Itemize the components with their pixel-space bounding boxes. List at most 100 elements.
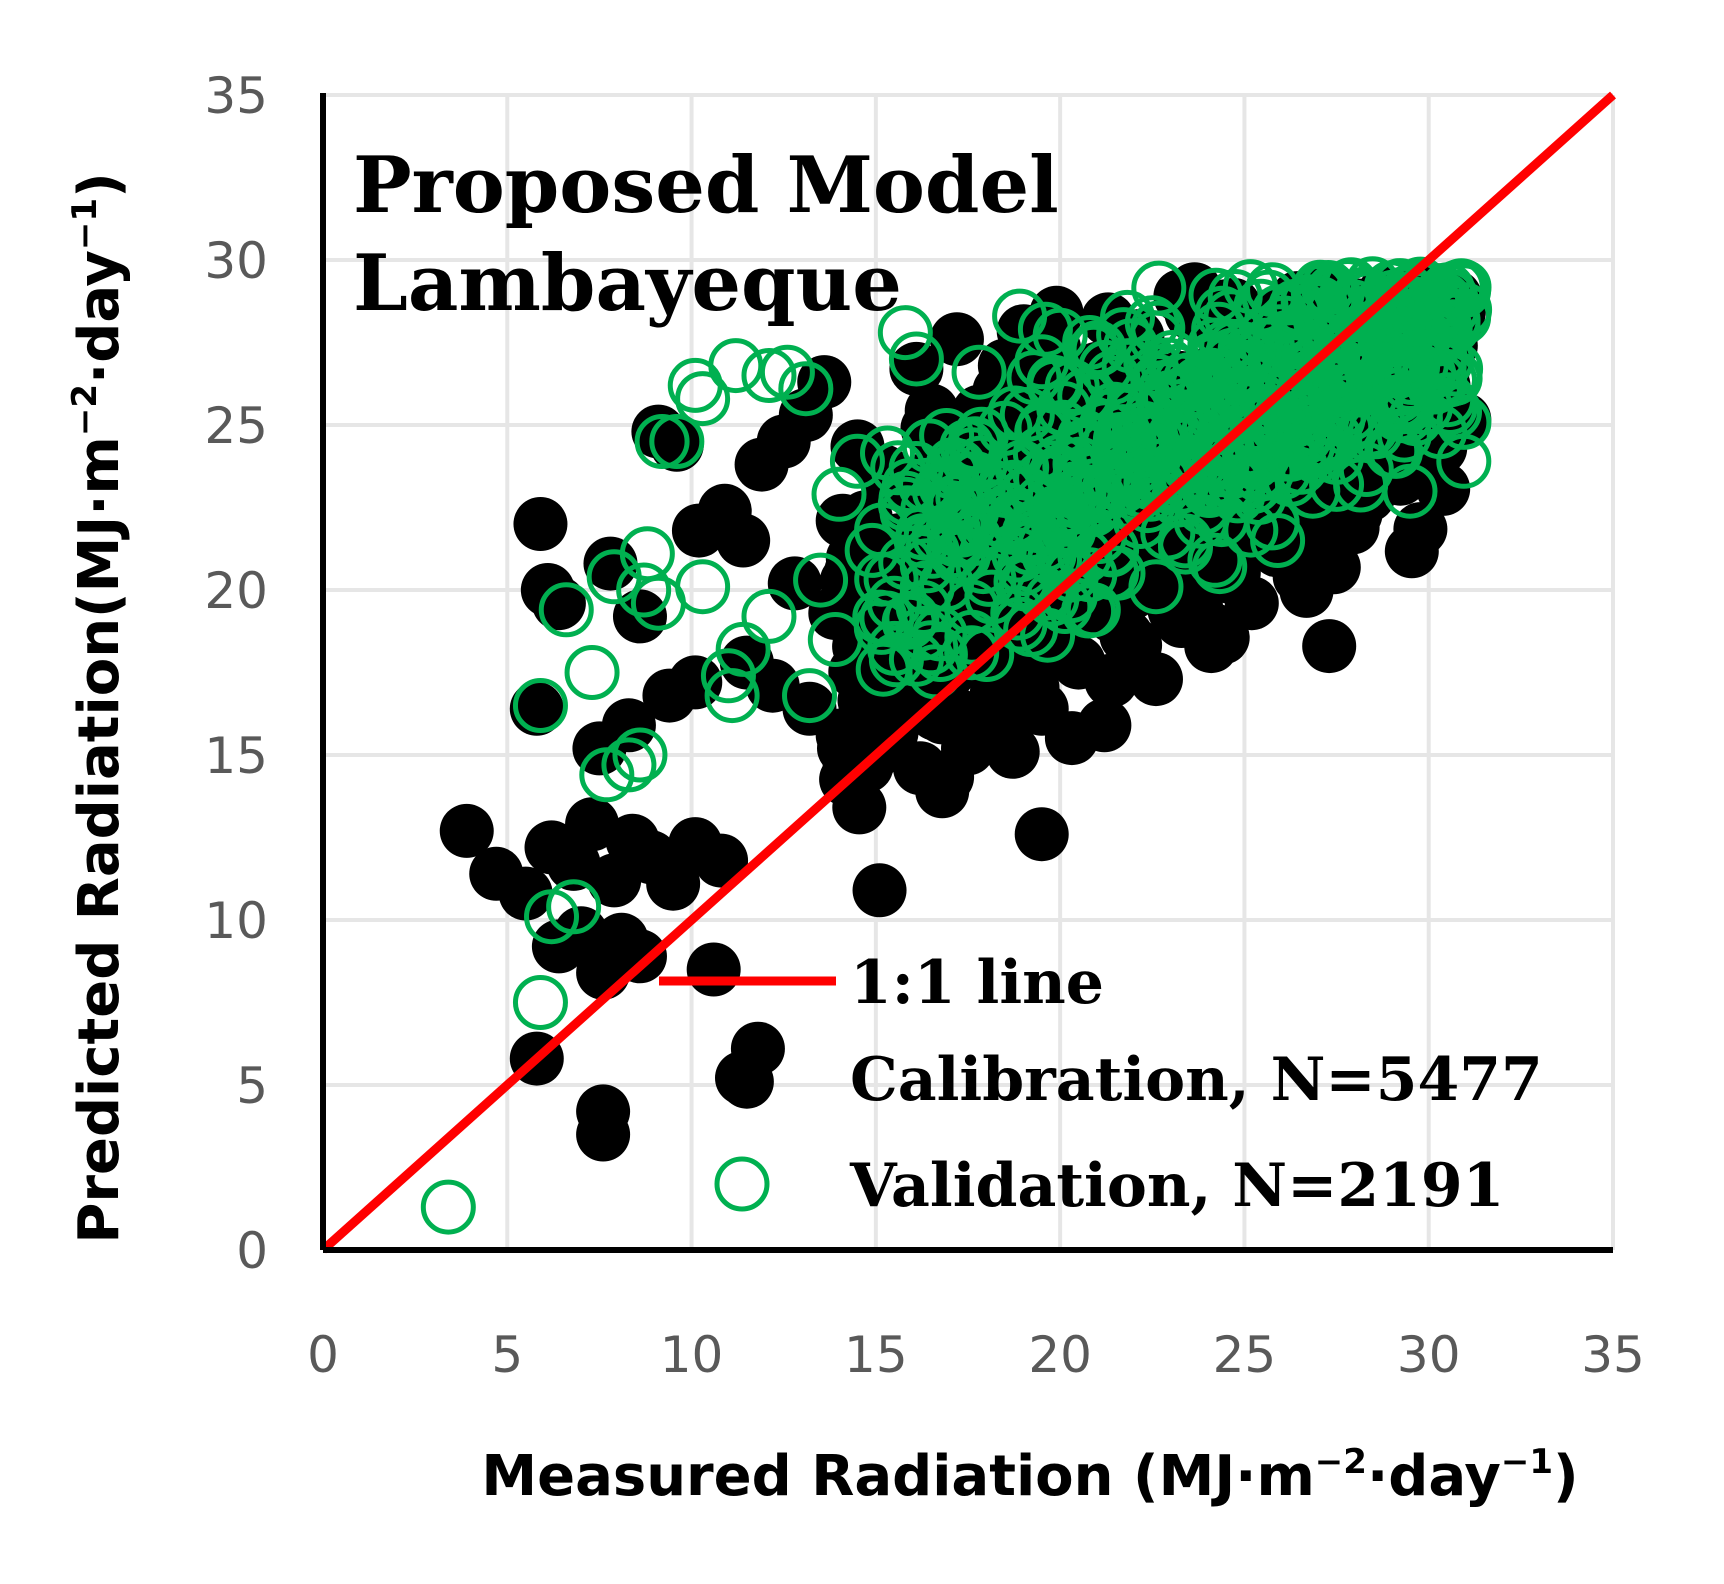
y-axis-title: Predicted Radiation(MJ·m−2·day−1) — [65, 172, 132, 1243]
validation-point — [1368, 423, 1424, 479]
validation-point — [951, 344, 1007, 400]
validation-point — [877, 476, 933, 532]
y-tick-label-0: 0 — [236, 1222, 268, 1280]
validation-point — [1250, 513, 1306, 568]
validation-point — [844, 522, 900, 578]
x-tick-label-5: 25 — [1213, 1326, 1277, 1384]
x-tick-label-0: 0 — [307, 1326, 339, 1384]
validation-point — [1386, 291, 1442, 347]
validation-point — [1255, 312, 1311, 368]
calibration-point — [601, 698, 656, 753]
validation-point — [1372, 361, 1428, 417]
x-tick-label-4: 20 — [1028, 1326, 1092, 1384]
validation-point — [939, 419, 995, 474]
validation-point — [1264, 363, 1320, 419]
validation-point — [564, 645, 620, 700]
validation-point — [700, 648, 756, 704]
validation-point — [612, 727, 668, 783]
validation-point — [807, 612, 863, 667]
validation-point — [881, 594, 937, 650]
validation-point — [1065, 582, 1121, 638]
calibration-point — [565, 797, 620, 852]
y-tick-label-5: 25 — [204, 397, 268, 455]
validation-point — [512, 975, 568, 1030]
identity-line-group — [319, 91, 1617, 1254]
calibration-point — [498, 866, 553, 921]
validation-points — [420, 268, 1483, 1235]
calibration-point — [686, 942, 741, 997]
validation-point — [1187, 532, 1243, 588]
calibration-point — [576, 1107, 631, 1162]
calibration-point — [1302, 619, 1357, 674]
calibration-point — [1077, 698, 1132, 753]
validation-point — [860, 425, 915, 481]
y-tick-label-1: 5 — [236, 1057, 268, 1115]
validation-point — [1213, 341, 1269, 397]
validation-point — [1309, 456, 1365, 512]
validation-point — [601, 737, 657, 793]
validation-point — [944, 483, 1000, 539]
validation-point — [1223, 396, 1279, 452]
validation-point — [1436, 394, 1492, 450]
y-tick-label-2: 10 — [204, 892, 268, 950]
validation-point — [1131, 260, 1187, 316]
y-tick-label-7: 35 — [204, 67, 268, 125]
axes — [320, 93, 1613, 1253]
validation-point — [925, 437, 981, 493]
validation-point — [919, 556, 974, 612]
calibration-point — [1184, 619, 1239, 674]
calibration-point — [1081, 292, 1136, 347]
calibration-point — [646, 856, 701, 911]
validation-point — [1192, 539, 1248, 595]
validation-point — [793, 552, 849, 608]
validation-point — [1003, 602, 1059, 658]
x-tick-label-1: 5 — [491, 1326, 523, 1384]
validation-point — [675, 559, 731, 615]
validation-point — [868, 632, 924, 688]
calibration-point — [612, 929, 667, 984]
validation-point — [855, 641, 911, 697]
validation-point — [1273, 439, 1329, 495]
validation-point — [546, 879, 602, 935]
calibration-point — [513, 497, 568, 551]
validation-point — [1154, 367, 1210, 423]
legend-validation-marker — [714, 1156, 770, 1212]
validation-point — [877, 305, 933, 361]
validation-point — [955, 498, 1011, 554]
legend-label-validation: Validation, N=2191 — [849, 1151, 1504, 1221]
validation-point — [1047, 461, 1103, 517]
validation-point — [1226, 458, 1282, 514]
legend-label-identity: 1:1 line — [850, 948, 1104, 1018]
validation-point — [992, 288, 1048, 344]
validation-point — [1425, 299, 1481, 355]
validation-point — [538, 582, 594, 638]
identity-line — [319, 91, 1617, 1254]
validation-point — [829, 433, 885, 489]
validation-point — [866, 575, 922, 631]
validation-point — [1318, 400, 1374, 456]
validation-point — [888, 631, 944, 687]
validation-point — [1124, 295, 1180, 351]
validation-point — [811, 466, 867, 522]
y-tick-label-4: 20 — [204, 562, 268, 620]
validation-point — [778, 361, 834, 417]
calibration-point — [1147, 582, 1202, 637]
validation-point — [649, 414, 705, 469]
validation-point — [1427, 384, 1483, 440]
validation-point — [1034, 445, 1090, 501]
calibration-point — [1128, 652, 1183, 707]
validation-point — [634, 414, 690, 469]
x-tick-label-6: 30 — [1397, 1326, 1461, 1384]
legend-label-calibration: Calibration, N=5477 — [850, 1045, 1543, 1115]
validation-point — [741, 588, 797, 644]
validation-point — [1095, 404, 1151, 460]
validation-point — [512, 678, 568, 733]
validation-point — [1183, 347, 1239, 403]
validation-point — [420, 1179, 476, 1235]
validation-point — [1358, 312, 1414, 368]
x-axis-title: Measured Radiation (MJ·m−2·day−1) — [481, 1442, 1578, 1509]
calibration-point — [1051, 635, 1106, 690]
validation-point — [1412, 328, 1468, 384]
validation-point — [1026, 354, 1082, 410]
